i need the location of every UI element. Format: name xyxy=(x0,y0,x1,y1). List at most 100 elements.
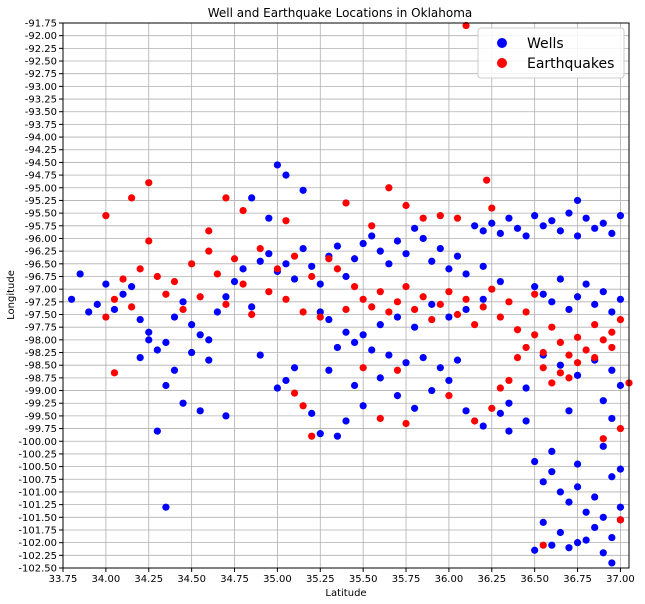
earthquakes-point xyxy=(505,298,513,306)
wells-point xyxy=(548,468,556,476)
wells-point xyxy=(573,196,582,205)
y-tick-label: -96.00 xyxy=(25,234,57,245)
y-tick-label: -100.75 xyxy=(18,475,57,486)
earthquakes-point xyxy=(522,343,530,352)
legend-marker-earthquakes xyxy=(497,58,507,68)
legend-box xyxy=(477,27,625,79)
wells-point xyxy=(616,381,625,390)
wells-point xyxy=(376,247,384,255)
wells-point xyxy=(436,245,444,253)
wells-point xyxy=(342,272,350,281)
x-tick-label: 34.75 xyxy=(220,574,249,585)
y-tick-label: -101.00 xyxy=(18,487,57,498)
y-tick-label: -95.75 xyxy=(25,221,57,232)
earthquakes-point xyxy=(205,227,213,235)
earthquakes-point xyxy=(376,288,384,296)
earthquakes-point xyxy=(128,303,136,311)
wells-point xyxy=(110,305,119,314)
wells-point xyxy=(411,224,419,232)
wells-point xyxy=(616,465,625,473)
wells-point xyxy=(565,544,573,552)
wells-point xyxy=(445,265,453,273)
wells-point xyxy=(616,503,625,511)
legend: Wells Earthquakes xyxy=(477,27,625,79)
earthquakes-point xyxy=(582,346,590,354)
y-tick-label: -101.25 xyxy=(18,500,57,511)
earthquakes-point xyxy=(299,308,307,316)
wells-point xyxy=(333,242,342,250)
y-tick-label: -98.75 xyxy=(25,373,57,384)
x-tick-label: 36.75 xyxy=(563,574,592,585)
wells-point xyxy=(608,473,616,481)
wells-point xyxy=(436,364,444,372)
wells-point xyxy=(462,305,470,314)
x-tick-label: 35.25 xyxy=(306,574,335,585)
y-tick-label: -96.50 xyxy=(25,259,57,270)
x-tick-label: 34.00 xyxy=(92,574,121,585)
earthquakes-point xyxy=(599,336,607,344)
wells-point xyxy=(479,227,487,235)
wells-point xyxy=(265,214,273,222)
earthquakes-point xyxy=(359,295,367,303)
earthquakes-point xyxy=(196,293,204,301)
x-tick-label: 35.75 xyxy=(392,574,421,585)
earthquakes-point xyxy=(230,255,239,263)
earthquakes-point xyxy=(393,298,402,306)
wells-point xyxy=(582,280,590,288)
wells-point xyxy=(299,245,307,253)
wells-point xyxy=(128,283,136,291)
wells-point xyxy=(359,331,367,339)
wells-point xyxy=(573,460,582,468)
wells-point xyxy=(76,270,84,278)
y-tick-label: -98.00 xyxy=(25,335,57,346)
wells-point xyxy=(573,371,582,379)
earthquakes-point xyxy=(471,417,479,425)
wells-point xyxy=(471,222,479,230)
earthquakes-point xyxy=(573,333,582,341)
wells-point xyxy=(496,409,504,417)
earthquakes-point xyxy=(453,310,462,319)
wells-point xyxy=(531,457,539,466)
earthquakes-point xyxy=(256,245,264,253)
earthquakes-point xyxy=(110,295,119,303)
earthquakes-point xyxy=(539,348,547,357)
wells-point xyxy=(308,262,316,270)
earthquakes-point xyxy=(445,288,453,296)
wells-point xyxy=(179,399,187,407)
wells-point xyxy=(222,293,230,301)
y-tick-label: -97.50 xyxy=(25,310,57,321)
wells-point xyxy=(196,331,204,339)
wells-point xyxy=(565,209,573,217)
wells-point xyxy=(453,356,462,364)
wells-point xyxy=(162,338,170,346)
earthquakes-point xyxy=(179,305,187,314)
earthquakes-point xyxy=(436,212,444,220)
wells-point xyxy=(616,295,625,303)
earthquakes-point xyxy=(342,305,350,314)
earthquakes-point xyxy=(496,384,504,392)
wells-point xyxy=(556,488,564,496)
legend-label-earthquakes: Earthquakes xyxy=(527,56,614,72)
earthquakes-point xyxy=(213,270,221,278)
earthquakes-point xyxy=(565,374,573,382)
wells-point xyxy=(556,227,564,235)
earthquakes-point xyxy=(222,194,230,202)
earthquakes-point xyxy=(513,354,522,362)
earthquakes-point xyxy=(102,212,110,220)
wells-point xyxy=(265,250,273,258)
wells-point xyxy=(188,348,196,357)
earthquakes-point xyxy=(239,280,247,288)
y-tick-label: -102.00 xyxy=(18,538,57,549)
earthquakes-point xyxy=(453,214,462,222)
data-points xyxy=(67,21,633,567)
wells-point xyxy=(333,343,342,352)
wells-point xyxy=(145,336,153,344)
y-tick-label: -95.25 xyxy=(25,196,57,207)
earthquakes-point xyxy=(145,179,153,187)
y-tick-label: -102.50 xyxy=(18,564,57,575)
earthquakes-point xyxy=(616,424,625,433)
y-tick-label: -100.25 xyxy=(18,449,57,460)
earthquakes-point xyxy=(539,364,547,372)
wells-point xyxy=(393,237,402,245)
y-tick-label: -99.75 xyxy=(25,424,57,435)
